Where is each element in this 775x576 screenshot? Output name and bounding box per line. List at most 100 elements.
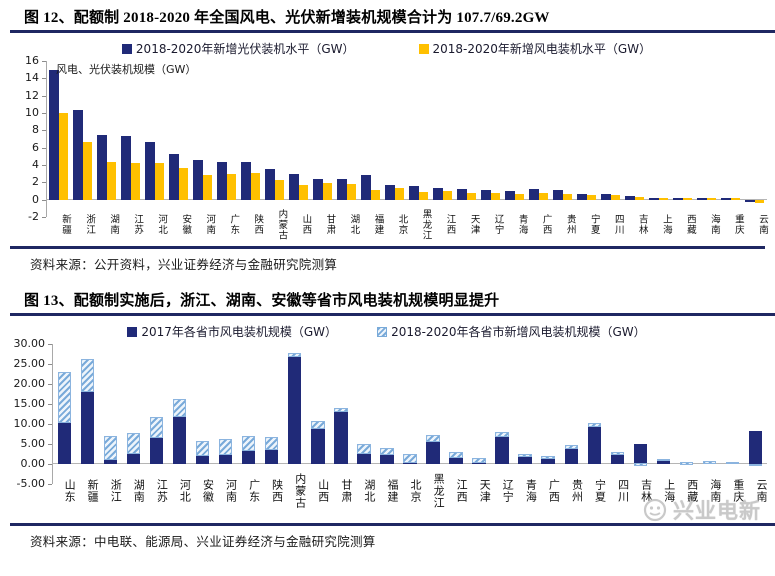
bar-group — [575, 61, 599, 217]
bar-segment — [442, 191, 452, 200]
y-tick-mark — [48, 484, 52, 486]
bar-segment — [196, 441, 210, 457]
category-label: 云南 — [756, 213, 768, 235]
bar-segment — [145, 141, 155, 200]
bar-group — [422, 344, 445, 484]
category-label: 宁夏 — [593, 479, 607, 504]
category-label: 吉林 — [639, 479, 653, 504]
figure-12-plot: 16 14 12 10 8 6 4 2 0 -2 风电、光伏装机规模（GW） 新疆 浙江 湖南 江苏 河北 安徽… — [6, 55, 768, 241]
bar-group — [537, 344, 560, 484]
x-axis-spacer — [6, 206, 46, 241]
bar-group — [329, 344, 352, 484]
bar-segment — [288, 353, 302, 357]
category-label: 贵州 — [564, 213, 576, 235]
category-label: 河南 — [204, 213, 216, 235]
category-label: 青海 — [516, 213, 528, 235]
bar-group — [698, 344, 721, 484]
bar-segment — [656, 460, 670, 465]
figure-13-plot: 30.00 25.00 20.00 15.00 10.00 5.00 0.00 -5.00 山东… — [6, 338, 768, 510]
bar-segment — [121, 136, 131, 200]
y-tick-label: 8 — [32, 123, 39, 137]
bar-segment — [226, 173, 236, 200]
figure-13-source: 资料来源：中电联、能源局、兴业证券经济与金融研究院测算 — [30, 535, 376, 550]
bar-segment — [361, 175, 371, 200]
category-label: 上海 — [662, 479, 676, 504]
category-label: 江西 — [455, 479, 469, 504]
bar-segment — [394, 188, 404, 200]
legend-item: 2018-2020年新增光伏装机水平（GW） — [121, 40, 355, 57]
category-label: 新疆 — [86, 479, 100, 504]
bar-group — [606, 344, 629, 484]
figure-13-bottom-rule — [10, 523, 775, 527]
bar-segment — [505, 191, 515, 200]
bar-segment — [357, 444, 371, 455]
legend-item: 2017年各省市风电装机规模（GW） — [127, 323, 337, 340]
bar-segment — [449, 451, 463, 458]
bar-segment — [518, 453, 532, 458]
category-label: 山西 — [316, 479, 330, 504]
bar-segment — [610, 452, 624, 455]
y-axis: 30.00 25.00 20.00 15.00 10.00 5.00 0.00 -5.00 — [6, 338, 52, 490]
category-label: 陕西 — [270, 479, 284, 504]
bar-groups — [53, 344, 767, 484]
bar-segment — [601, 194, 611, 200]
x-axis-labels: 新疆 浙江 湖南 江苏 河北 安徽 河南 广东 陕西 内蒙古 山西 甘肃 湖北 福建 北京 黑龙江 江西 天津 辽宁… — [6, 206, 768, 241]
y-tick-mark — [48, 404, 52, 406]
y-tick-label: 10 — [25, 106, 39, 119]
bar-group — [431, 61, 455, 217]
category-label: 江苏 — [155, 479, 169, 504]
category-label: 山东 — [63, 479, 77, 504]
bar-segment — [250, 172, 260, 200]
bar-group — [675, 344, 698, 484]
bar-segment — [538, 193, 548, 200]
category-label: 内蒙古 — [276, 208, 288, 241]
watermark: 兴业电新 — [642, 497, 761, 523]
bar-segment — [57, 372, 72, 423]
bar-segment — [625, 195, 635, 200]
bar-segment — [673, 198, 683, 200]
bar-segment — [656, 459, 670, 461]
plot-annotation: 风电、光伏装机规模（GW） — [56, 63, 197, 76]
bar-segment — [49, 69, 59, 200]
bar-segment — [154, 163, 164, 200]
y-tick-mark — [42, 113, 46, 114]
y-tick-label: 16 — [25, 54, 39, 67]
category-label: 河北 — [178, 479, 192, 504]
bar-segment — [219, 438, 233, 455]
bar-segment — [370, 190, 380, 200]
y-tick-mark — [48, 444, 52, 446]
y-tick-label: 20.00 — [13, 377, 46, 391]
category-label: 甘肃 — [339, 479, 353, 504]
figure-12-legend: 2018-2020年新增光伏装机水平（GW） 2018-2020年新增风电装机水平… — [6, 40, 767, 57]
x-axis-line — [46, 198, 767, 200]
bar-group — [143, 61, 167, 217]
category-label: 广东 — [247, 479, 261, 504]
y-tick-mark — [48, 364, 52, 366]
category-label: 江苏 — [132, 213, 144, 235]
bar-segment — [529, 188, 539, 200]
y-tick-mark — [42, 130, 46, 132]
bar-group — [239, 61, 263, 217]
bar-segment — [337, 178, 347, 200]
y-axis-line — [52, 344, 53, 485]
category-label: 四川 — [616, 479, 630, 504]
bar-group — [695, 61, 719, 217]
category-label: 河南 — [224, 479, 238, 504]
bar-group — [560, 344, 583, 484]
bar-group — [744, 344, 767, 484]
figure-12-title: 图 12、配额制 2018-2020 年全国风电、光伏新增装机规模合计为 107… — [24, 10, 550, 26]
bar-group — [95, 61, 119, 217]
bar-group — [743, 61, 767, 217]
bar-segment — [706, 198, 716, 200]
y-tick-mark — [42, 147, 46, 149]
bar-segment — [721, 198, 731, 200]
bar-segment — [202, 174, 212, 200]
bar-groups — [47, 61, 767, 217]
legend-label: 2017年各省市风电装机规模（GW） — [141, 325, 338, 340]
category-label: 浙江 — [109, 479, 123, 504]
bar-segment — [634, 197, 644, 200]
bar-segment — [682, 198, 692, 200]
bar-segment — [241, 162, 251, 200]
y-tick-mark — [48, 424, 52, 426]
bar-segment — [265, 436, 279, 451]
